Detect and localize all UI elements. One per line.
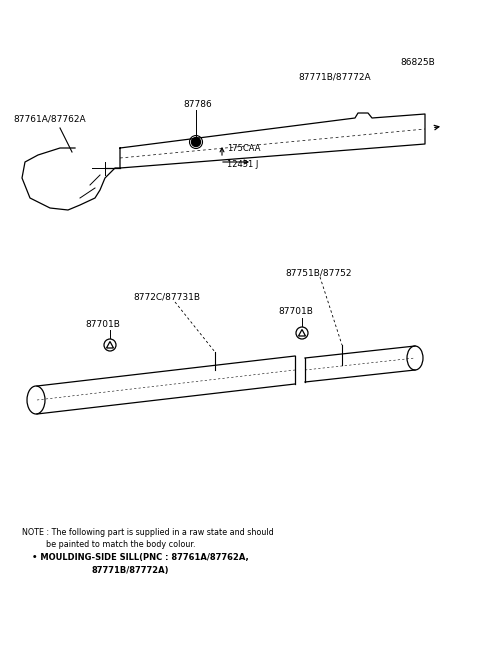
Text: 87701B: 87701B [278,307,313,316]
Text: 87771B/87772A): 87771B/87772A) [92,566,169,575]
Text: 87751B/87752: 87751B/87752 [285,268,351,277]
Text: be painted to match the body colour.: be painted to match the body colour. [46,540,195,549]
Text: 87771B/87772A: 87771B/87772A [298,72,371,81]
Circle shape [192,137,201,147]
Text: 12451 J: 12451 J [227,160,258,169]
Text: 87786: 87786 [183,100,212,109]
Text: 8772C/87731B: 8772C/87731B [133,293,200,302]
Text: 175CAA: 175CAA [227,144,261,153]
Text: 86825B: 86825B [400,58,435,67]
Text: • MOULDING-SIDE SILL(PNC : 87761A/87762A,: • MOULDING-SIDE SILL(PNC : 87761A/87762A… [32,553,249,562]
Text: NOTE : The following part is supplied in a raw state and should: NOTE : The following part is supplied in… [22,528,274,537]
Text: 87761A/87762A: 87761A/87762A [13,115,85,124]
Text: 87701B: 87701B [85,320,120,329]
